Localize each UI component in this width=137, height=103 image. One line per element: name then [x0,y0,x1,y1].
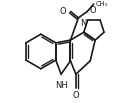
Text: O: O [60,7,67,16]
Text: N: N [80,19,86,28]
Text: NH: NH [55,81,67,90]
Text: O: O [73,91,79,100]
Text: O: O [89,6,96,15]
Text: CH₃: CH₃ [95,1,107,7]
